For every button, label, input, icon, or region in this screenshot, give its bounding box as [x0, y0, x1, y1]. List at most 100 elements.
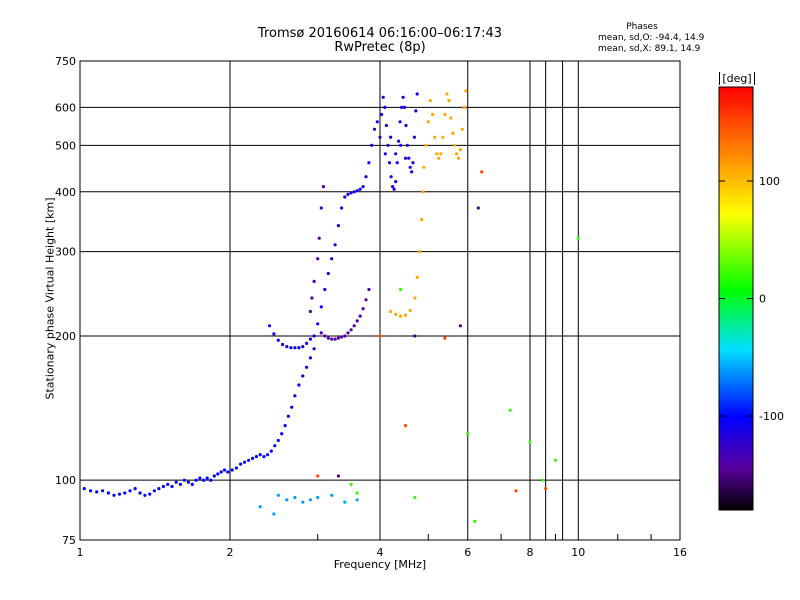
data-point — [364, 298, 368, 302]
data-point — [323, 334, 327, 338]
y-tick-label: 400 — [55, 186, 76, 199]
data-point — [297, 383, 301, 387]
x-tick-label: 2 — [227, 546, 234, 559]
x-tick-label: 6 — [464, 546, 471, 559]
data-point — [389, 175, 393, 179]
data-point — [319, 331, 323, 335]
data-point — [383, 105, 387, 109]
data-point — [352, 324, 356, 328]
data-point — [443, 336, 447, 340]
data-point — [316, 257, 320, 261]
data-point — [391, 185, 395, 189]
data-point — [398, 120, 402, 124]
x-tick-label: 10 — [571, 546, 585, 559]
data-point — [283, 424, 287, 428]
colorbar-ticks: 100 0 -100 — [719, 175, 784, 423]
data-point — [112, 493, 116, 497]
colorbar-tick-label: 100 — [759, 175, 780, 188]
y-tick-label: 75 — [62, 534, 76, 547]
data-point — [262, 455, 266, 459]
data-point — [95, 490, 99, 494]
data-point — [381, 95, 385, 99]
data-point — [266, 453, 270, 457]
data-point — [404, 123, 408, 128]
data-point — [243, 460, 247, 464]
data-point — [330, 257, 334, 261]
data-point — [415, 275, 419, 279]
data-point — [316, 495, 320, 500]
data-point — [330, 493, 334, 497]
data-point — [408, 308, 412, 313]
data-point — [254, 455, 258, 459]
data-point — [230, 468, 234, 472]
data-point — [417, 250, 422, 254]
data-point — [395, 161, 399, 165]
data-point — [462, 105, 466, 109]
data-point — [281, 342, 285, 347]
data-point — [403, 156, 408, 160]
data-point — [361, 307, 365, 311]
data-point — [285, 345, 289, 349]
data-point — [148, 492, 152, 496]
y-tick-label: 200 — [55, 330, 76, 343]
data-point — [439, 152, 443, 156]
data-point — [333, 243, 337, 247]
data-point — [226, 470, 230, 474]
plot-frame — [79, 60, 681, 541]
data-point — [82, 487, 86, 491]
y-tick-label: 600 — [55, 101, 76, 114]
data-point — [358, 187, 362, 191]
data-point — [316, 322, 320, 326]
data-point — [528, 440, 532, 444]
data-point — [319, 206, 323, 210]
data-point — [312, 347, 316, 351]
data-point — [445, 92, 449, 96]
data-point — [355, 319, 359, 323]
data-point — [212, 474, 216, 478]
data-point — [349, 191, 353, 195]
data-point — [301, 345, 305, 349]
data-point — [407, 156, 411, 160]
data-point — [437, 156, 441, 160]
data-point — [316, 474, 320, 478]
data-point — [317, 236, 321, 240]
data-point — [205, 476, 209, 480]
data-point — [323, 287, 327, 292]
data-point — [312, 334, 316, 338]
data-point — [170, 484, 174, 489]
data-point — [386, 143, 390, 147]
data-point — [89, 489, 93, 493]
data-point — [443, 112, 447, 117]
data-point — [174, 480, 178, 484]
data-point — [389, 135, 393, 139]
data-point — [178, 482, 182, 486]
data-point — [216, 472, 220, 476]
data-point — [380, 112, 384, 117]
data-point — [308, 309, 312, 314]
data-point — [343, 500, 347, 504]
data-point — [133, 487, 137, 491]
data-point — [276, 493, 280, 497]
data-point — [576, 236, 580, 240]
data-point — [276, 438, 280, 443]
data-point — [239, 462, 243, 466]
data-points — [82, 89, 580, 524]
data-point — [143, 493, 147, 497]
data-point — [355, 498, 359, 502]
data-point — [392, 187, 396, 191]
data-point — [123, 491, 127, 495]
data-point — [367, 161, 371, 165]
data-point — [424, 143, 428, 147]
data-point — [361, 185, 365, 189]
data-point — [451, 131, 455, 135]
data-point — [106, 491, 110, 495]
axis-ticks: 1 2 4 6 8 10 16 75 100 200 300 400 500 600 750 — [55, 55, 687, 559]
data-point — [367, 287, 371, 292]
data-point — [340, 335, 344, 339]
data-point — [447, 99, 451, 103]
data-point — [364, 175, 368, 179]
data-point — [414, 109, 418, 113]
data-point — [514, 489, 518, 493]
data-point — [280, 432, 284, 436]
